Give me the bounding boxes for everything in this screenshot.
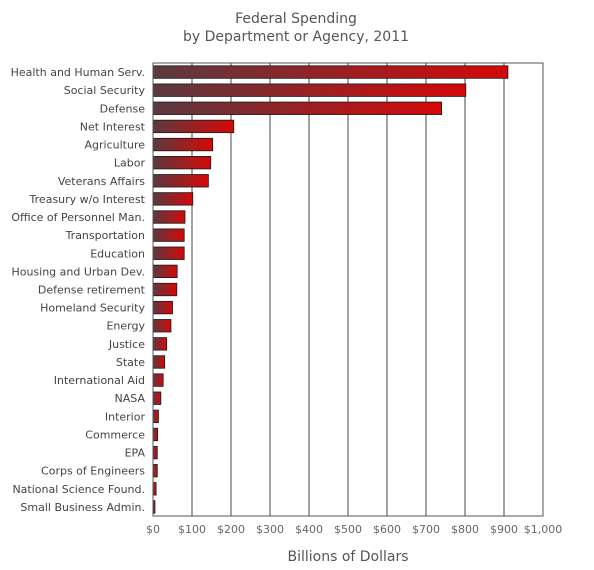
category-label: Interior — [105, 410, 146, 423]
category-label: Veterans Affairs — [58, 175, 145, 188]
x-tick-labels: $0 $100 $200 $300 $400 $500 $600 $700 $800 $900 $1… — [146, 523, 562, 536]
category-label: Defense — [100, 102, 146, 115]
bar — [152, 174, 209, 188]
bar — [152, 192, 194, 206]
bar — [152, 137, 214, 152]
category-label: State — [116, 356, 145, 369]
x-axis-title: Billions of Dollars — [287, 549, 408, 565]
plot-frame — [152, 62, 544, 517]
category-label: Corps of Engineers — [41, 465, 145, 478]
chart-title: Federal Spending — [235, 11, 357, 27]
x-tick-label: $700 — [412, 523, 440, 536]
category-label: Health and Human Serv. — [11, 66, 145, 79]
category-label: Net Interest — [80, 120, 146, 133]
x-tick-label: $1,000 — [524, 523, 563, 536]
category-label: Agriculture — [85, 139, 146, 152]
bar — [152, 337, 168, 351]
category-label: Social Security — [64, 84, 146, 97]
category-label: Defense retirement — [38, 284, 146, 297]
bars — [152, 65, 509, 514]
bar — [152, 83, 467, 97]
bar — [152, 464, 158, 478]
category-label: Energy — [106, 320, 145, 333]
x-tick-label: $500 — [334, 523, 362, 536]
category-label: International Aid — [54, 374, 145, 387]
bar — [152, 445, 158, 460]
bar — [152, 409, 159, 423]
category-label: Education — [90, 247, 145, 260]
bar — [152, 264, 178, 279]
bar — [152, 101, 443, 115]
category-label: Small Business Admin. — [20, 501, 145, 514]
x-tick-label: $0 — [146, 523, 160, 536]
bar — [152, 210, 186, 224]
x-tick-label: $900 — [490, 523, 518, 536]
category-label: Labor — [114, 157, 146, 170]
bar — [152, 373, 164, 387]
category-label: Office of Personnel Man. — [11, 211, 145, 224]
x-tick-label: $100 — [178, 523, 206, 536]
category-label: Housing and Urban Dev. — [11, 265, 145, 278]
bar — [152, 391, 162, 405]
category-label: Justice — [108, 338, 145, 351]
category-label: EPA — [125, 447, 146, 460]
category-label: Homeland Security — [40, 302, 145, 315]
bar — [152, 282, 178, 297]
bar — [152, 228, 185, 242]
category-label: National Science Found. — [12, 483, 145, 496]
x-tick-label: $600 — [373, 523, 401, 536]
bar — [152, 65, 509, 79]
bar — [152, 355, 166, 369]
x-tick-label: $200 — [217, 523, 245, 536]
category-labels: Health and Human Serv. Social Security Def… — [11, 66, 146, 514]
bar — [152, 300, 173, 315]
category-label: Treasury w/o Interest — [29, 193, 146, 206]
x-tick-label: $800 — [451, 523, 479, 536]
bar — [152, 246, 185, 260]
bar — [152, 427, 159, 442]
category-label: Transportation — [65, 229, 145, 242]
x-tick-label: $400 — [295, 523, 323, 536]
bar — [152, 119, 235, 134]
category-label: Commerce — [85, 428, 145, 441]
bar — [152, 319, 172, 333]
category-label: NASA — [115, 392, 146, 405]
bar — [152, 156, 212, 170]
chart-subtitle: by Department or Agency, 2011 — [183, 29, 409, 45]
x-tick-label: $300 — [256, 523, 284, 536]
